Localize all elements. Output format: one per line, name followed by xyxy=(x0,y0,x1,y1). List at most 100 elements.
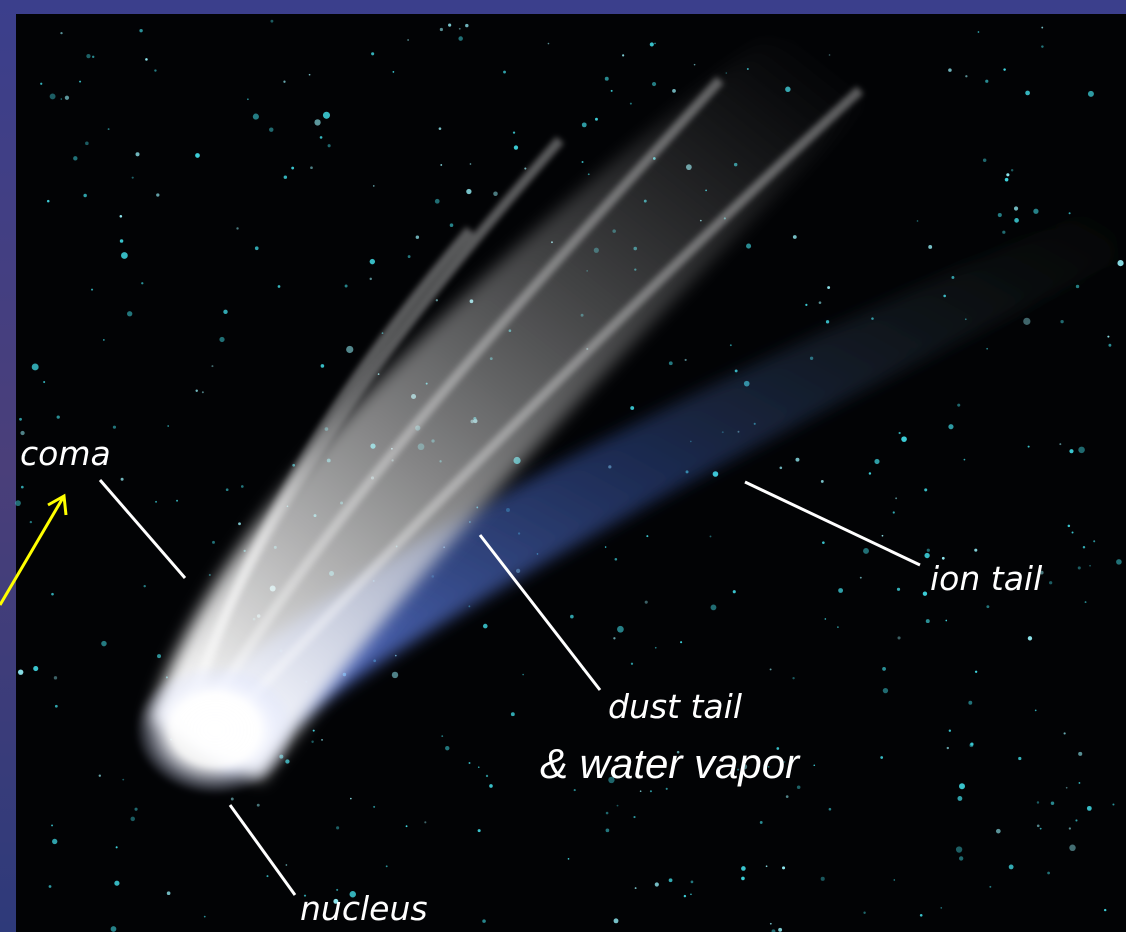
star xyxy=(901,436,907,442)
star xyxy=(135,152,140,157)
coma-head xyxy=(135,665,295,795)
star xyxy=(424,821,427,824)
star xyxy=(1041,26,1044,29)
star xyxy=(285,864,288,866)
star xyxy=(610,89,613,92)
star xyxy=(477,766,480,769)
star xyxy=(729,344,732,347)
star xyxy=(1063,732,1066,735)
star xyxy=(143,584,146,588)
star xyxy=(882,667,886,671)
star xyxy=(874,458,880,465)
star xyxy=(127,311,133,317)
star xyxy=(649,42,654,47)
star xyxy=(1078,751,1083,756)
star xyxy=(1059,443,1062,446)
star xyxy=(1075,819,1078,822)
star xyxy=(157,654,162,659)
star xyxy=(945,619,948,622)
star xyxy=(269,127,274,132)
star xyxy=(1067,524,1071,528)
star xyxy=(668,361,673,366)
star xyxy=(15,500,21,507)
star xyxy=(211,365,214,368)
star xyxy=(440,164,443,166)
star xyxy=(712,471,719,477)
label: coma xyxy=(20,434,111,473)
star xyxy=(435,299,439,302)
star xyxy=(122,778,125,781)
star xyxy=(489,784,493,788)
star xyxy=(654,882,659,887)
star xyxy=(672,89,676,93)
star xyxy=(630,406,635,410)
star xyxy=(986,347,989,350)
star xyxy=(320,364,325,368)
star xyxy=(392,71,395,73)
star xyxy=(958,856,964,861)
star xyxy=(783,761,786,763)
star xyxy=(485,774,489,778)
star xyxy=(321,739,323,741)
star xyxy=(824,618,827,620)
star xyxy=(782,866,786,870)
star xyxy=(83,193,87,198)
star xyxy=(805,303,808,306)
label: dust tail xyxy=(608,687,742,726)
star xyxy=(1036,801,1040,804)
star xyxy=(581,122,587,128)
star xyxy=(1103,908,1107,912)
star xyxy=(240,485,244,488)
star xyxy=(595,117,598,121)
star xyxy=(1112,803,1115,806)
star xyxy=(277,285,281,288)
star xyxy=(1071,531,1074,534)
star xyxy=(581,160,584,163)
star xyxy=(115,846,118,849)
star xyxy=(940,907,943,909)
star xyxy=(134,807,138,811)
star xyxy=(709,535,712,538)
star xyxy=(837,626,839,629)
star xyxy=(120,477,124,481)
star xyxy=(955,846,963,853)
star xyxy=(311,740,314,743)
star xyxy=(176,499,178,502)
star xyxy=(741,866,746,871)
star xyxy=(1002,230,1006,234)
star xyxy=(107,128,110,131)
star xyxy=(270,19,274,23)
star xyxy=(709,762,711,765)
star xyxy=(634,887,637,890)
star xyxy=(369,258,376,265)
star xyxy=(1027,636,1033,641)
star xyxy=(201,391,204,394)
star xyxy=(208,573,211,576)
star xyxy=(20,485,24,489)
star xyxy=(997,213,1002,218)
star xyxy=(895,497,898,500)
star xyxy=(769,668,772,671)
star xyxy=(349,891,356,898)
star xyxy=(693,63,696,66)
star xyxy=(863,548,869,554)
star xyxy=(482,623,488,629)
star xyxy=(654,42,656,45)
star xyxy=(236,227,239,230)
star xyxy=(285,759,290,764)
star xyxy=(676,750,680,754)
star xyxy=(1069,449,1074,454)
star xyxy=(141,282,144,285)
ion-line xyxy=(744,480,921,567)
star xyxy=(827,286,831,290)
star xyxy=(948,424,954,430)
star xyxy=(616,804,619,807)
star xyxy=(928,245,933,249)
coma-line xyxy=(98,479,187,579)
star xyxy=(759,821,763,824)
star xyxy=(1116,559,1122,565)
star xyxy=(29,520,33,524)
star xyxy=(266,875,269,878)
